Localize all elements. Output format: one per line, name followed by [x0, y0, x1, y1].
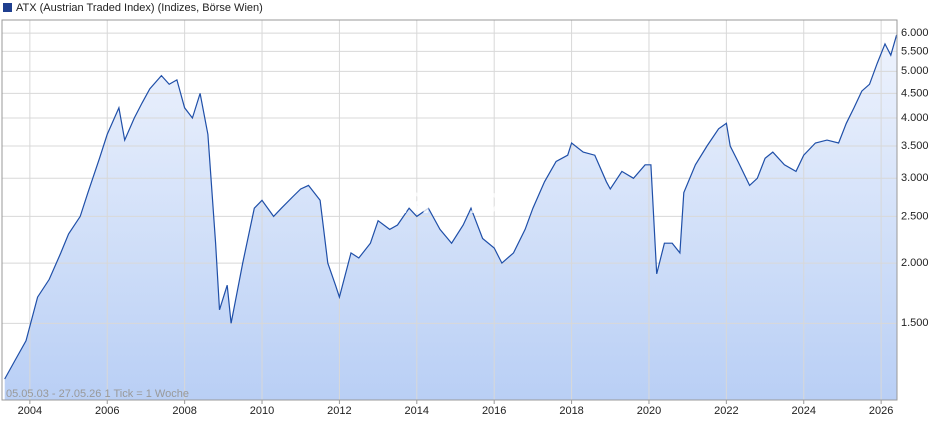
x-tick-label: 2026 [869, 405, 893, 417]
y-tick-label: 4.500 [901, 87, 929, 99]
y-tick-label: 5.500 [901, 45, 929, 57]
line [4, 34, 898, 380]
x-tick-label: 2008 [172, 405, 196, 417]
x-tick-label: 2006 [95, 405, 119, 417]
x-tick-label: 2012 [327, 405, 351, 417]
watermark: ARIVA.DE [378, 187, 521, 220]
x-tick-label: 2004 [18, 405, 42, 417]
annotation: 05.05.03 - 27.05.26 1 Tick = 1 Woche [6, 388, 189, 400]
area-fill [4, 34, 897, 401]
y-tick-label: 4.000 [901, 112, 929, 124]
y-tick-label: 6.000 [901, 27, 929, 39]
y-tick-label: 5.000 [901, 65, 929, 77]
y-tick-label: 1.500 [901, 317, 929, 329]
y-tick-label: 2.500 [901, 210, 929, 222]
x-tick-label: 2024 [792, 405, 816, 417]
y-tick-label: 3.500 [901, 140, 929, 152]
legend-label: ATX (Austrian Traded Index) (Indizes, Bö… [16, 2, 263, 14]
x-tick-label: 2016 [482, 405, 506, 417]
x-tick-label: 2010 [250, 405, 274, 417]
legend-swatch [3, 3, 12, 12]
plot-border [1, 19, 898, 401]
x-tick-label: 2018 [559, 405, 583, 417]
x-tick-label: 2014 [405, 405, 429, 417]
y-tick-label: 3.000 [901, 172, 929, 184]
x-tick-label: 2020 [637, 405, 661, 417]
y-tick-label: 2.000 [901, 257, 929, 269]
x-tick-label: 2022 [714, 405, 738, 417]
